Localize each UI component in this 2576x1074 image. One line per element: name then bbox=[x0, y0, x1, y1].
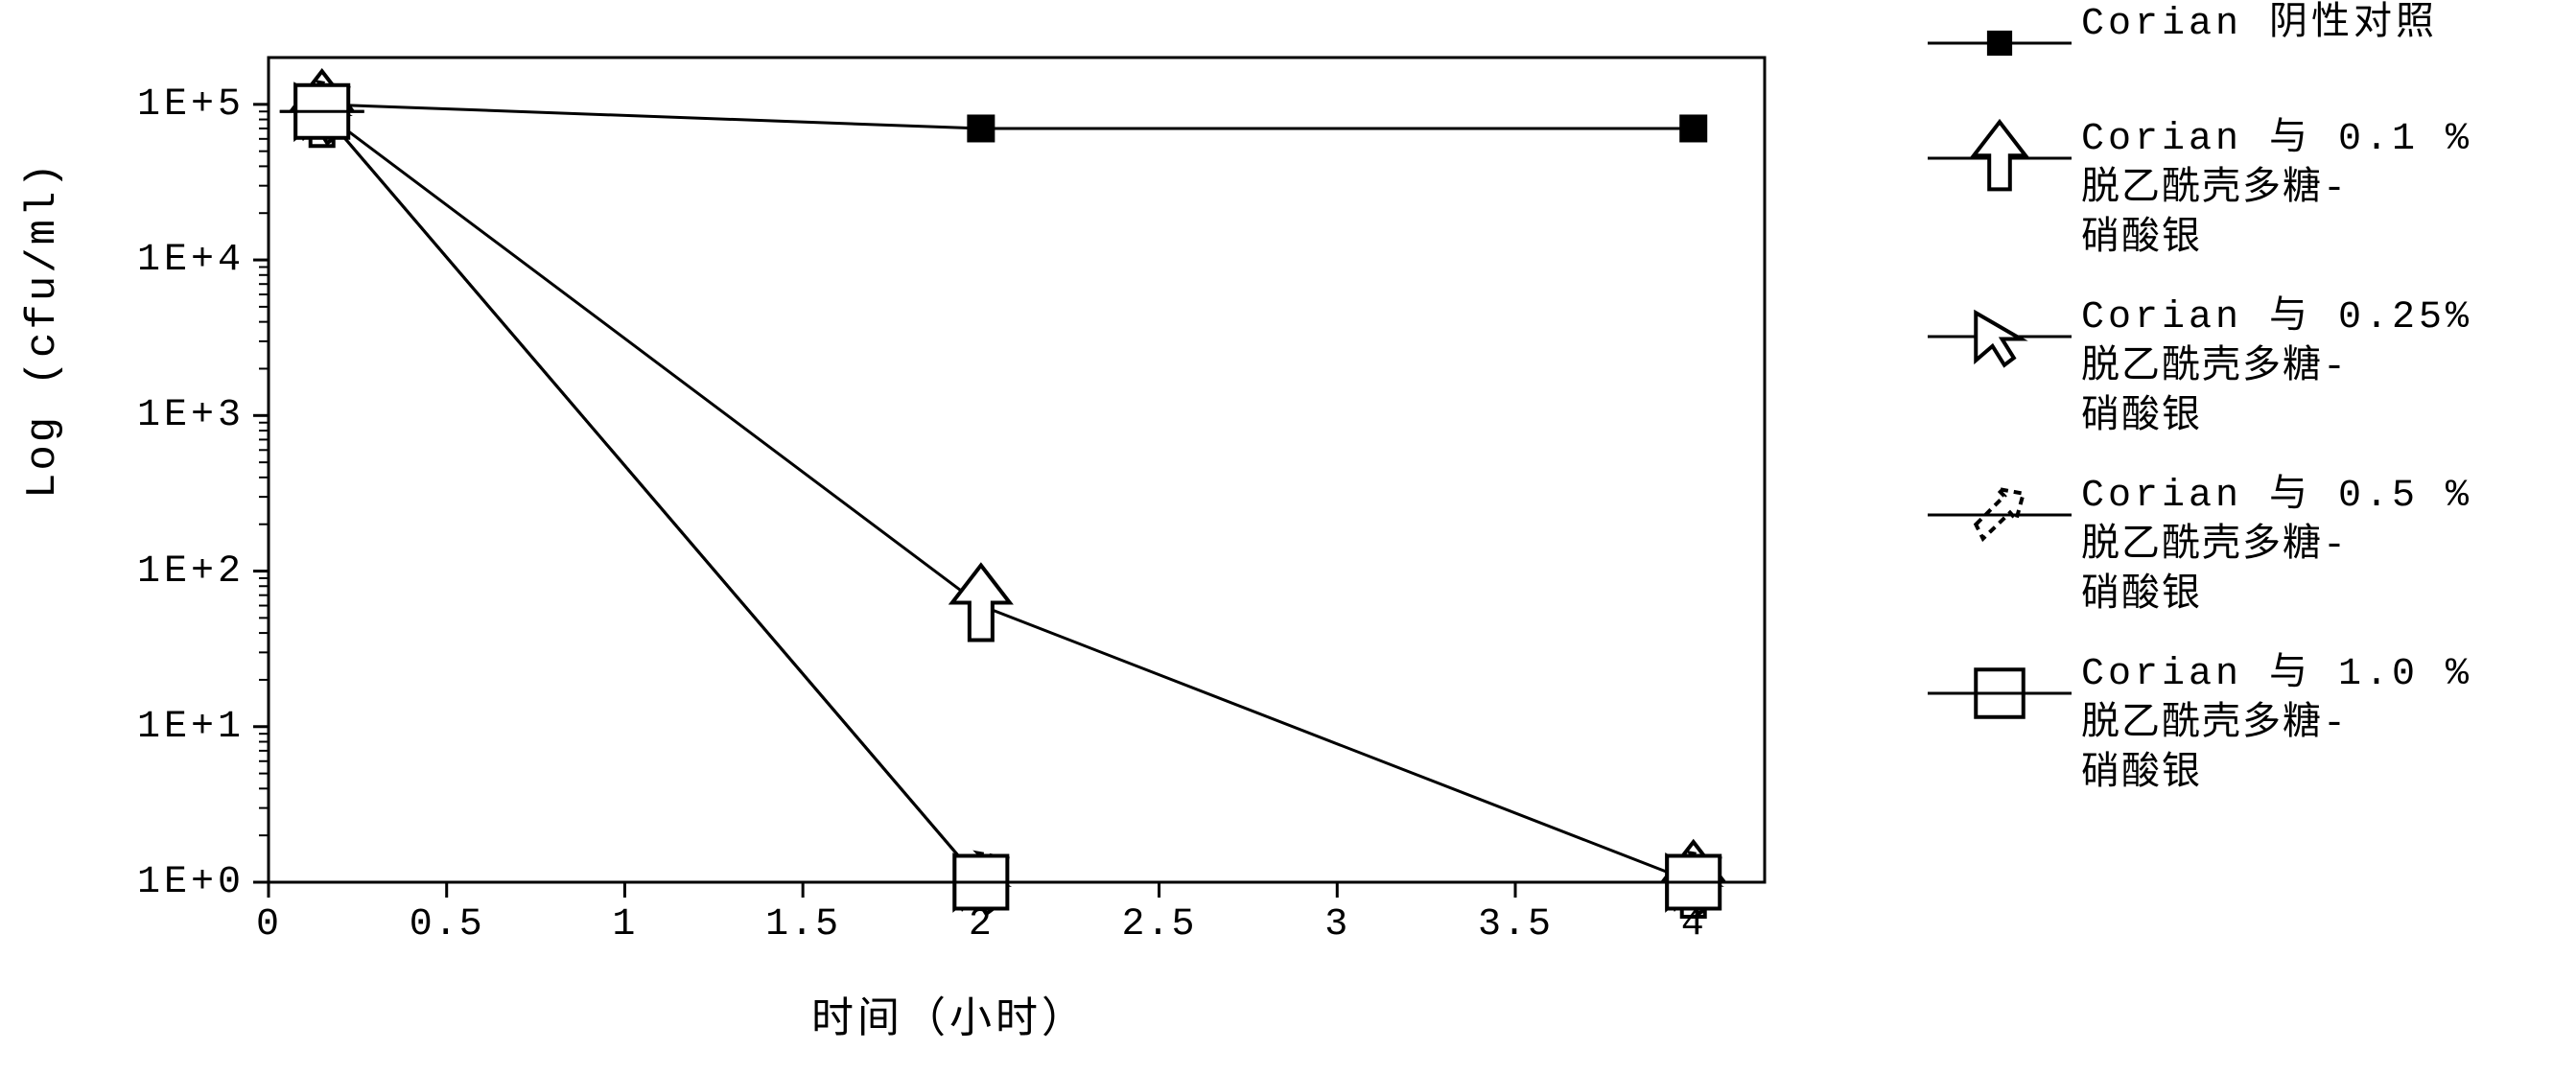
legend-label: Corian 与 0.5 % 脱乙酰壳多糖-硝酸银 bbox=[2081, 472, 2472, 621]
x-tick-label: 0.5 bbox=[399, 903, 495, 946]
x-tick-label: 1.5 bbox=[755, 903, 851, 946]
x-tick-label: 4 bbox=[1646, 903, 1742, 946]
legend-label: Corian 与 1.0 %脱乙酰壳多糖-硝酸银 bbox=[2081, 650, 2472, 800]
legend-item: Corian 阴性对照 bbox=[1918, 0, 2551, 86]
line-chart-plot bbox=[38, 19, 1861, 978]
legend-marker-icon bbox=[1918, 650, 2081, 736]
legend-marker-icon bbox=[1918, 293, 2081, 380]
chart-container: Log (cfu/ml) 1E+01E+11E+21E+31E+41E+5 00… bbox=[38, 19, 1861, 1036]
legend-marker-icon bbox=[1918, 0, 2081, 86]
legend-label: Corian 阴性对照 bbox=[2081, 0, 2438, 50]
y-tick-label: 1E+4 bbox=[101, 239, 245, 282]
legend-marker-icon bbox=[1918, 472, 2081, 558]
legend-item: Corian 与 0.5 % 脱乙酰壳多糖-硝酸银 bbox=[1918, 472, 2551, 621]
legend: Corian 阴性对照 Corian 与 0.1 %脱乙酰壳多糖-硝酸银 Coria… bbox=[1918, 0, 2551, 829]
legend-item: Corian 与 0.25% 脱乙酰壳多糖-硝酸银 bbox=[1918, 293, 2551, 443]
legend-item: Corian 与 1.0 %脱乙酰壳多糖-硝酸银 bbox=[1918, 650, 2551, 800]
y-tick-label: 1E+5 bbox=[101, 83, 245, 127]
page-root: Log (cfu/ml) 1E+01E+11E+21E+31E+41E+5 00… bbox=[0, 0, 2576, 1074]
y-tick-label: 1E+3 bbox=[101, 394, 245, 437]
x-tick-label: 3 bbox=[1289, 903, 1385, 946]
x-tick-label: 1 bbox=[576, 903, 672, 946]
x-tick-label: 3.5 bbox=[1467, 903, 1563, 946]
y-tick-label: 1E+1 bbox=[101, 706, 245, 749]
legend-label: Corian 与 0.25% 脱乙酰壳多糖-硝酸银 bbox=[2081, 293, 2472, 443]
legend-marker-icon bbox=[1918, 115, 2081, 201]
x-tick-label: 2 bbox=[933, 903, 1029, 946]
y-tick-label: 1E+0 bbox=[101, 861, 245, 904]
x-axis-label: 时间（小时） bbox=[38, 983, 1861, 1045]
x-tick-label: 0 bbox=[221, 903, 316, 946]
legend-label: Corian 与 0.1 %脱乙酰壳多糖-硝酸银 bbox=[2081, 115, 2472, 265]
legend-item: Corian 与 0.1 %脱乙酰壳多糖-硝酸银 bbox=[1918, 115, 2551, 265]
x-tick-label: 2.5 bbox=[1112, 903, 1207, 946]
y-tick-label: 1E+2 bbox=[101, 550, 245, 594]
